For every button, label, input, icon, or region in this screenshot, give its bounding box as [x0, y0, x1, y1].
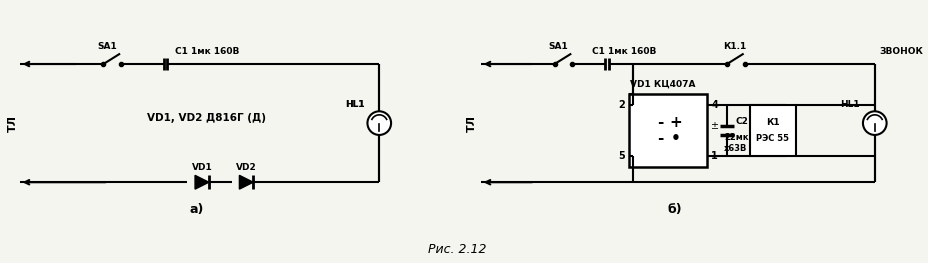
Circle shape — [862, 111, 885, 135]
Text: VD1: VD1 — [191, 163, 213, 172]
Circle shape — [367, 111, 391, 135]
Text: ТЛ: ТЛ — [467, 115, 476, 132]
Polygon shape — [195, 175, 209, 189]
Text: 4: 4 — [711, 100, 717, 110]
Text: +: + — [669, 115, 681, 130]
Text: 2: 2 — [617, 100, 624, 110]
Text: VD1 КЦ407А: VD1 КЦ407А — [630, 80, 695, 89]
Text: С2: С2 — [735, 117, 748, 126]
Text: С1 1мк 160В: С1 1мк 160В — [175, 47, 239, 56]
Text: б): б) — [667, 203, 682, 216]
Text: HL1: HL1 — [344, 100, 364, 109]
Text: •: • — [670, 131, 680, 146]
Text: С1 1мк 160В: С1 1мк 160В — [591, 47, 656, 56]
Bar — [628, 94, 706, 168]
Text: 5: 5 — [617, 151, 624, 161]
Text: SA1: SA1 — [97, 42, 117, 51]
Text: -: - — [656, 131, 663, 146]
Text: а): а) — [189, 203, 204, 216]
Text: -: - — [656, 115, 663, 130]
Text: ТЛ: ТЛ — [7, 115, 18, 132]
Text: 1: 1 — [711, 151, 717, 161]
Text: HL1: HL1 — [344, 100, 364, 109]
Text: К1.1: К1.1 — [723, 42, 746, 51]
Bar — [749, 105, 795, 156]
Text: HL1: HL1 — [840, 100, 859, 109]
Polygon shape — [239, 175, 253, 189]
Text: VD2: VD2 — [236, 163, 256, 172]
Text: К1: К1 — [766, 118, 779, 127]
Text: VD1, VD2 Д816Г (Д): VD1, VD2 Д816Г (Д) — [148, 113, 266, 123]
Text: РЭС 55: РЭС 55 — [755, 134, 789, 143]
Text: 22мк
х63В: 22мк х63В — [723, 133, 748, 153]
Text: ЗВОНОК: ЗВОНОК — [879, 47, 922, 56]
Text: Рис. 2.12: Рис. 2.12 — [428, 243, 486, 256]
Text: SA1: SA1 — [548, 42, 568, 51]
Text: ±: ± — [709, 121, 717, 131]
